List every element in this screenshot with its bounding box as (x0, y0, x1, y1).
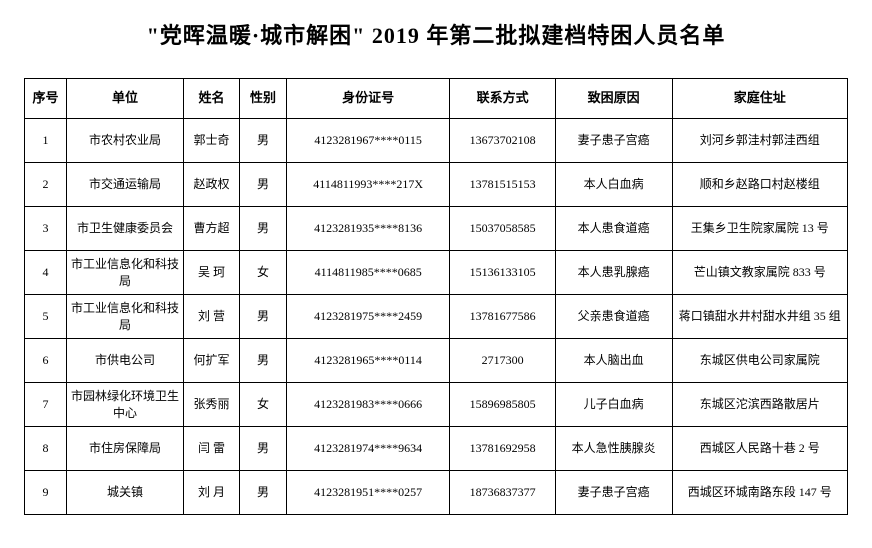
table-cell: 市工业信息化和科技局 (67, 295, 184, 339)
table-row: 7市园林绿化环境卫生中心张秀丽女4123281983****0666158969… (25, 383, 848, 427)
table-cell: 妻子患子宫癌 (555, 471, 672, 515)
page-title: "党晖温暖·城市解困" 2019 年第二批拟建档特困人员名单 (24, 18, 848, 50)
table-cell: 市卫生健康委员会 (67, 207, 184, 251)
table-cell: 4 (25, 251, 67, 295)
table-cell: 东城区供电公司家属院 (672, 339, 847, 383)
table-cell: 东城区沱滨西路散居片 (672, 383, 847, 427)
table-header-row: 序号单位姓名性别身份证号联系方式致困原因家庭住址 (25, 79, 848, 119)
table-cell: 本人患乳腺癌 (555, 251, 672, 295)
table-cell: 1 (25, 119, 67, 163)
table-cell: 本人脑出血 (555, 339, 672, 383)
column-header: 性别 (240, 79, 287, 119)
table-cell: 6 (25, 339, 67, 383)
table-cell: 本人急性胰腺炎 (555, 427, 672, 471)
column-header: 身份证号 (286, 79, 450, 119)
table-cell: 顺和乡赵路口村赵楼组 (672, 163, 847, 207)
column-header: 单位 (67, 79, 184, 119)
table-row: 4市工业信息化和科技局吴 珂女4114811985****06851513613… (25, 251, 848, 295)
table-cell: 市农村农业局 (67, 119, 184, 163)
table-row: 6市供电公司何扩军男4123281965****01142717300本人脑出血… (25, 339, 848, 383)
table-cell: 市交通运输局 (67, 163, 184, 207)
table-cell: 13781692958 (450, 427, 555, 471)
table-cell: 15037058585 (450, 207, 555, 251)
table-cell: 王集乡卫生院家属院 13 号 (672, 207, 847, 251)
table-cell: 4123281983****0666 (286, 383, 450, 427)
column-header: 联系方式 (450, 79, 555, 119)
table-cell: 何扩军 (183, 339, 239, 383)
table-cell: 儿子白血病 (555, 383, 672, 427)
table-cell: 女 (240, 251, 287, 295)
table-cell: 父亲患食道癌 (555, 295, 672, 339)
table-cell: 西城区人民路十巷 2 号 (672, 427, 847, 471)
table-cell: 市住房保障局 (67, 427, 184, 471)
table-cell: 2717300 (450, 339, 555, 383)
table-cell: 刘 营 (183, 295, 239, 339)
table-row: 8市住房保障局闫 雷男4123281974****963413781692958… (25, 427, 848, 471)
table-cell: 本人白血病 (555, 163, 672, 207)
table-cell: 市供电公司 (67, 339, 184, 383)
table-cell: 闫 雷 (183, 427, 239, 471)
table-cell: 市工业信息化和科技局 (67, 251, 184, 295)
table-cell: 男 (240, 119, 287, 163)
column-header: 家庭住址 (672, 79, 847, 119)
table-row: 3市卫生健康委员会曹方超男4123281935****8136150370585… (25, 207, 848, 251)
personnel-table: 序号单位姓名性别身份证号联系方式致困原因家庭住址 1市农村农业局郭士奇男4123… (24, 78, 848, 515)
table-row: 2市交通运输局赵政权男4114811993****217X13781515153… (25, 163, 848, 207)
table-cell: 男 (240, 163, 287, 207)
table-cell: 赵政权 (183, 163, 239, 207)
table-cell: 男 (240, 339, 287, 383)
table-cell: 15136133105 (450, 251, 555, 295)
table-cell: 4123281951****0257 (286, 471, 450, 515)
table-cell: 4123281974****9634 (286, 427, 450, 471)
table-row: 1市农村农业局郭士奇男4123281967****011513673702108… (25, 119, 848, 163)
table-cell: 4114811993****217X (286, 163, 450, 207)
table-cell: 妻子患子宫癌 (555, 119, 672, 163)
column-header: 致困原因 (555, 79, 672, 119)
table-cell: 西城区环城南路东段 147 号 (672, 471, 847, 515)
table-cell: 刘 月 (183, 471, 239, 515)
table-cell: 男 (240, 295, 287, 339)
table-cell: 城关镇 (67, 471, 184, 515)
column-header: 序号 (25, 79, 67, 119)
column-header: 姓名 (183, 79, 239, 119)
table-cell: 男 (240, 427, 287, 471)
table-row: 9城关镇刘 月男4123281951****025718736837377妻子患… (25, 471, 848, 515)
table-cell: 4123281967****0115 (286, 119, 450, 163)
table-cell: 曹方超 (183, 207, 239, 251)
table-cell: 本人患食道癌 (555, 207, 672, 251)
table-cell: 郭士奇 (183, 119, 239, 163)
table-cell: 3 (25, 207, 67, 251)
table-cell: 张秀丽 (183, 383, 239, 427)
table-cell: 8 (25, 427, 67, 471)
table-cell: 芒山镇文教家属院 833 号 (672, 251, 847, 295)
table-cell: 4123281965****0114 (286, 339, 450, 383)
table-cell: 9 (25, 471, 67, 515)
table-cell: 5 (25, 295, 67, 339)
table-cell: 4123281975****2459 (286, 295, 450, 339)
table-cell: 蒋口镇甜水井村甜水井组 35 组 (672, 295, 847, 339)
table-cell: 13781515153 (450, 163, 555, 207)
table-cell: 18736837377 (450, 471, 555, 515)
table-cell: 4123281935****8136 (286, 207, 450, 251)
table-cell: 吴 珂 (183, 251, 239, 295)
table-cell: 男 (240, 207, 287, 251)
table-row: 5市工业信息化和科技局刘 营男4123281975****24591378167… (25, 295, 848, 339)
table-cell: 13673702108 (450, 119, 555, 163)
table-cell: 13781677586 (450, 295, 555, 339)
table-cell: 市园林绿化环境卫生中心 (67, 383, 184, 427)
table-cell: 2 (25, 163, 67, 207)
table-cell: 4114811985****0685 (286, 251, 450, 295)
table-cell: 男 (240, 471, 287, 515)
table-cell: 15896985805 (450, 383, 555, 427)
table-cell: 刘河乡郭洼村郭洼西组 (672, 119, 847, 163)
table-cell: 女 (240, 383, 287, 427)
table-cell: 7 (25, 383, 67, 427)
